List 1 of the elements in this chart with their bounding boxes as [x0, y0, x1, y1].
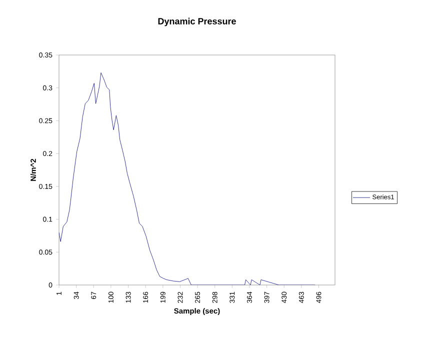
chart-title: Dynamic Pressure — [158, 18, 236, 26]
